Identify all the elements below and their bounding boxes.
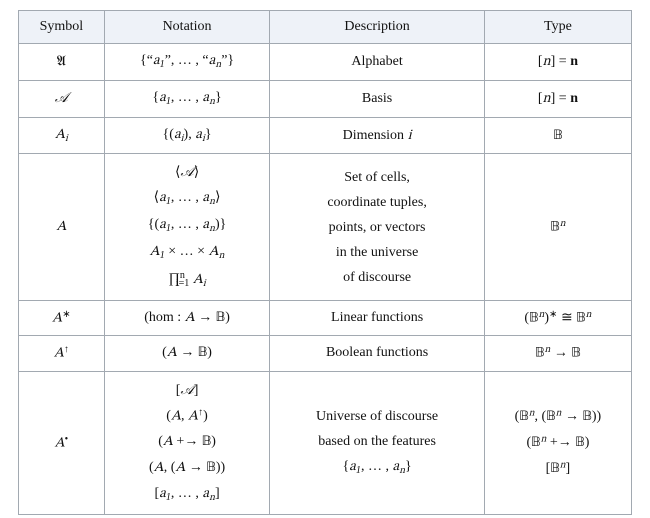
table-row: 𝔄{“a1”, … , “an”}Alphabet[n] = n	[19, 44, 632, 81]
table-row: Ai{(ai), ai}Dimension i𝔹	[19, 117, 632, 154]
table-row: A↑(A → 𝔹)Boolean functions𝔹n → 𝔹	[19, 336, 632, 372]
cell-description: Basis	[270, 80, 485, 117]
cell-notation: ⟨𝒜⟩⟨a1, … , an⟩{(a1, … , an)}A1 × … × An…	[104, 154, 270, 300]
table-header-row: Symbol Notation Description Type	[19, 11, 632, 44]
cell-type: 𝔹n	[484, 154, 631, 300]
cell-type: (𝔹n)∗ ≅ 𝔹n	[484, 300, 631, 336]
cell-notation: (A → 𝔹)	[104, 336, 270, 372]
cell-description: Dimension i	[270, 117, 485, 154]
cell-type: 𝔹	[484, 117, 631, 154]
table-row: 𝒜{a1, … , an}Basis[n] = n	[19, 80, 632, 117]
col-header-notation: Notation	[104, 11, 270, 44]
cell-notation: {(ai), ai}	[104, 117, 270, 154]
cell-description: Boolean functions	[270, 336, 485, 372]
table-row: A∗(hom : A → 𝔹)Linear functions(𝔹n)∗ ≅ 𝔹…	[19, 300, 632, 336]
cell-symbol: 𝒜	[19, 80, 105, 117]
cell-symbol: A↑	[19, 336, 105, 372]
cell-type: 𝔹n → 𝔹	[484, 336, 631, 372]
cell-description: Set of cells,coordinate tuples,points, o…	[270, 154, 485, 300]
cell-type: [n] = n	[484, 80, 631, 117]
table-row: A•[𝒜](A, A↑)(A +→ 𝔹)(A, (A → 𝔹))[a1, … ,…	[19, 371, 632, 514]
cell-description: Linear functions	[270, 300, 485, 336]
cell-description: Alphabet	[270, 44, 485, 81]
cell-type: (𝔹n, (𝔹n → 𝔹))(𝔹n +→ 𝔹)[𝔹n]	[484, 371, 631, 514]
col-header-type: Type	[484, 11, 631, 44]
notation-table: Symbol Notation Description Type 𝔄{“a1”,…	[18, 10, 632, 515]
cell-description: Universe of discoursebased on the featur…	[270, 371, 485, 514]
col-header-description: Description	[270, 11, 485, 44]
cell-symbol: 𝔄	[19, 44, 105, 81]
cell-notation: {a1, … , an}	[104, 80, 270, 117]
cell-symbol: A∗	[19, 300, 105, 336]
table-body: 𝔄{“a1”, … , “an”}Alphabet[n] = n𝒜{a1, … …	[19, 44, 632, 515]
cell-notation: [𝒜](A, A↑)(A +→ 𝔹)(A, (A → 𝔹))[a1, … , a…	[104, 371, 270, 514]
cell-symbol: Ai	[19, 117, 105, 154]
table-row: A⟨𝒜⟩⟨a1, … , an⟩{(a1, … , an)}A1 × … × A…	[19, 154, 632, 300]
cell-symbol: A•	[19, 371, 105, 514]
cell-notation: (hom : A → 𝔹)	[104, 300, 270, 336]
cell-notation: {“a1”, … , “an”}	[104, 44, 270, 81]
cell-symbol: A	[19, 154, 105, 300]
cell-type: [n] = n	[484, 44, 631, 81]
col-header-symbol: Symbol	[19, 11, 105, 44]
